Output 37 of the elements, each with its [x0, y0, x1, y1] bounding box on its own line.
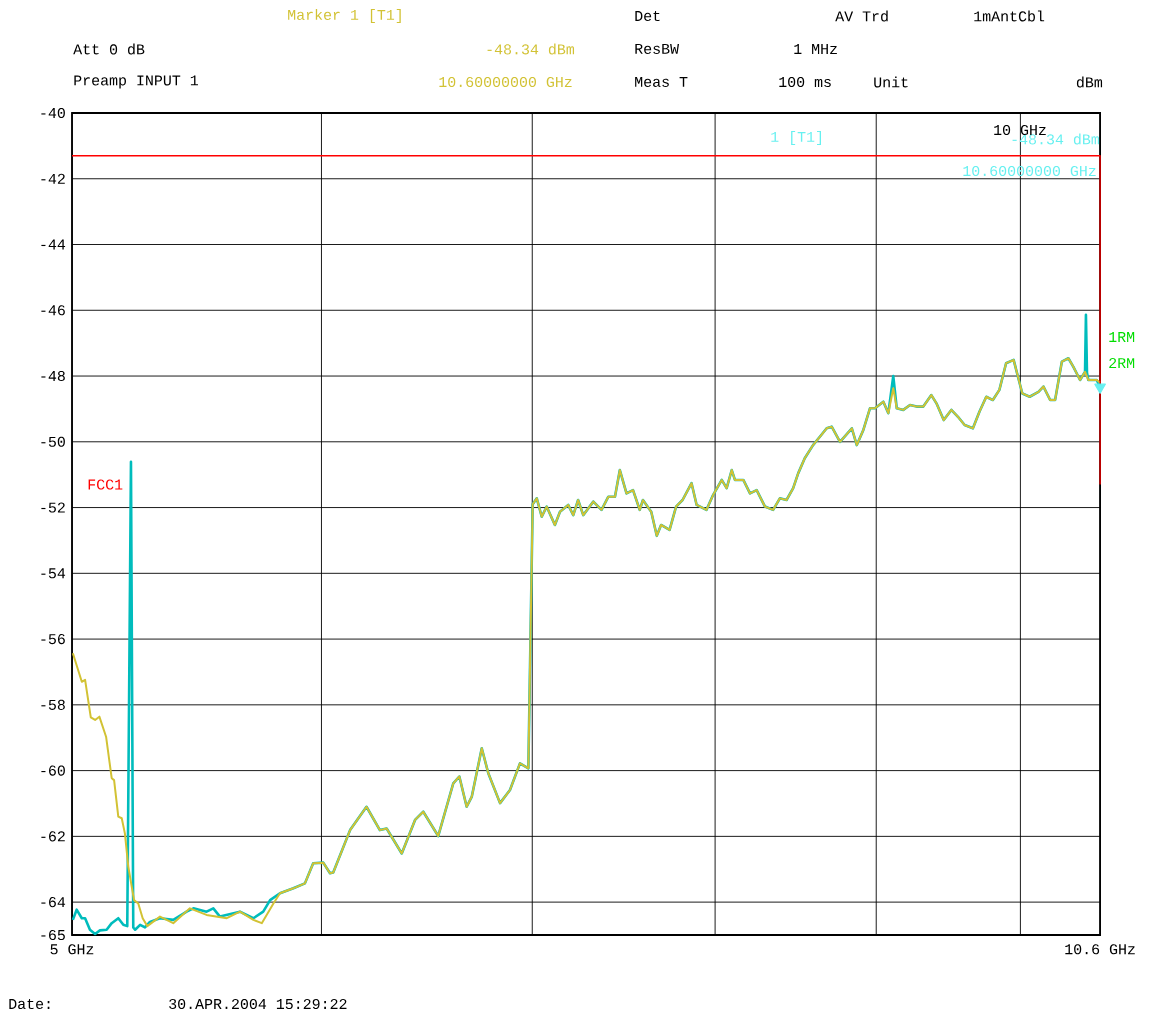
text: 10.60000000 GHz [439, 76, 572, 88]
text: 1mAntCbl [974, 10, 1045, 22]
y-tick-label: -54 [41, 568, 66, 579]
y-tick-label: -58 [41, 699, 65, 710]
y-tick-label: -52 [41, 502, 65, 513]
x-tick-label: 5 GHz [50, 944, 94, 955]
y-tick-label: -62 [41, 831, 65, 842]
y-tick-label: -46 [41, 305, 65, 316]
annotation: 1 [T1] [771, 131, 821, 145]
text: 1RM [1109, 332, 1135, 342]
annotation: 10 GHz [994, 124, 1046, 136]
y-tick-label: -48 [41, 370, 65, 382]
text: 30.APR.2004 15:29:22 [169, 998, 347, 1010]
x-tick-label: 10.6 GHz [1065, 944, 1135, 955]
y-tick-label: -60 [41, 765, 65, 776]
y-tick-label: -50 [41, 436, 65, 447]
text: Date: [9, 998, 50, 1010]
y-tick-label: -40 [41, 107, 65, 119]
text: ResBW [635, 43, 680, 54]
text: -48.34 dBm [487, 43, 575, 55]
y-tick-label: -56 [41, 634, 65, 645]
text: Marker 1 [T1] [288, 9, 401, 23]
text: Preamp INPUT 1 [74, 75, 198, 89]
y-tick-label: -42 [41, 173, 65, 184]
y-tick-label: -44 [41, 239, 66, 250]
text: Det [635, 10, 660, 22]
text: Unit [874, 76, 908, 88]
text: 2RM [1109, 357, 1135, 368]
text: 1 MHz [794, 44, 837, 54]
text: dBm [1076, 76, 1103, 88]
text: Meas T [635, 76, 688, 87]
y-tick-label: -64 [41, 897, 66, 908]
text: AV Trd [835, 10, 888, 22]
text: 100 ms [779, 76, 831, 88]
text: FCC1 [88, 479, 123, 490]
y-tick-label: -65 [41, 929, 65, 941]
text: Att 0 dB [73, 43, 145, 55]
